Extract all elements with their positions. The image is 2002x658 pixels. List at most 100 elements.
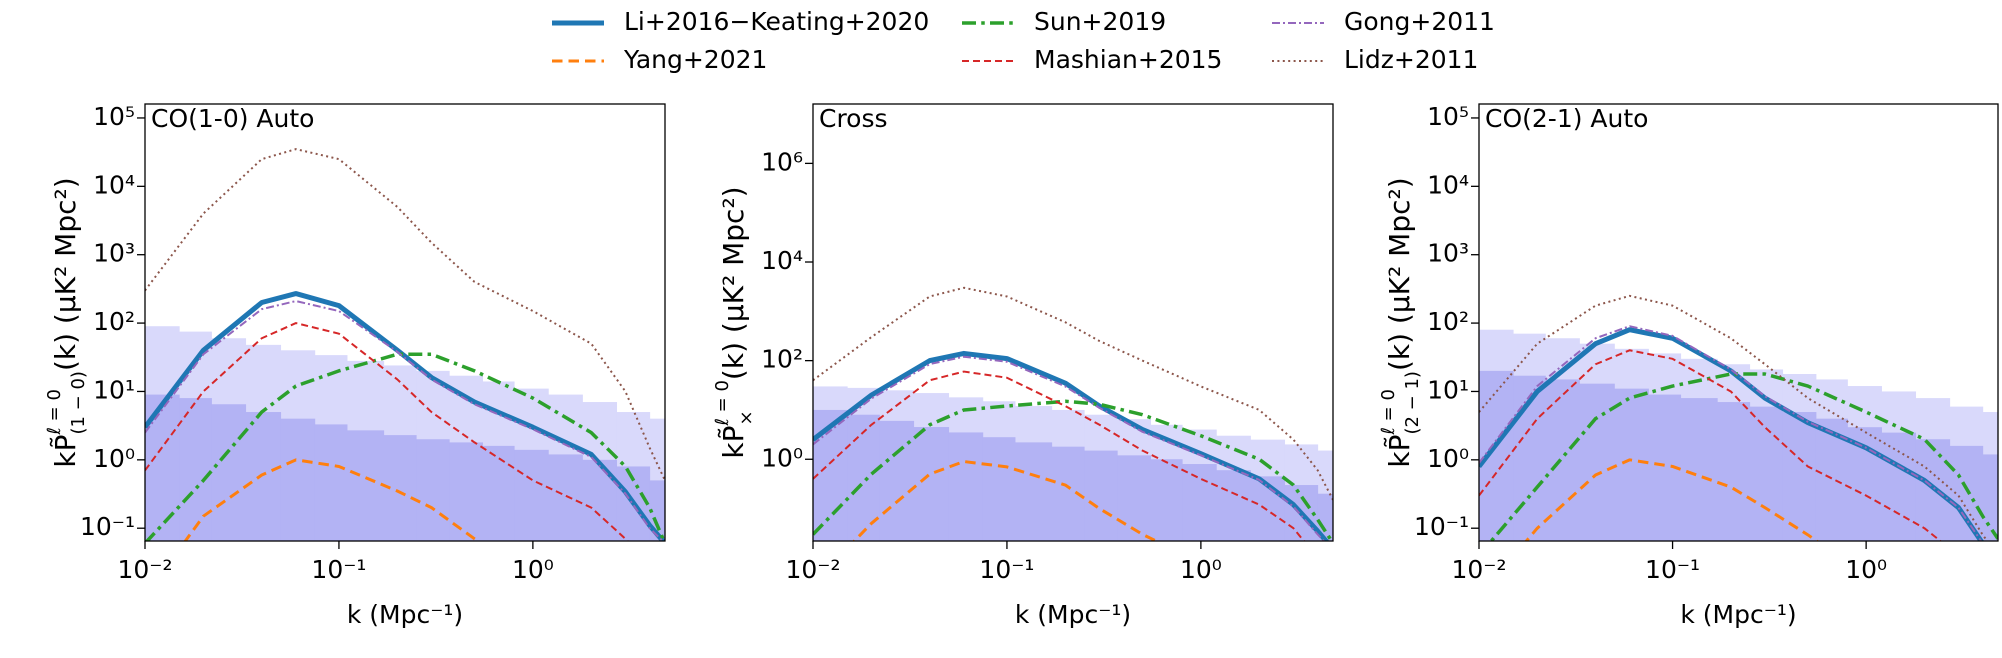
legend-label: Lidz+2011 — [1344, 45, 1478, 74]
y-axis-label-part: ℓ = 0 — [712, 380, 733, 426]
y-axis-label: kP̃ℓ = 0 (1 − 0)(k) (μK² Mpc²) — [44, 177, 89, 467]
y-tick-label: 10³ — [1427, 239, 1469, 268]
plot-area — [145, 148, 665, 541]
x-tick-label: 10⁻² — [1451, 555, 1506, 584]
y-axis-label-part: ℓ = 0 — [1378, 389, 1399, 435]
sensitivity-band — [582, 459, 618, 541]
sensitivity-band — [1014, 442, 1053, 541]
y-tick-label: 10⁰ — [761, 443, 803, 472]
y-axis-label-part: (k) (μK² Mpc²) — [717, 186, 750, 380]
x-tick-label: 10⁻¹ — [1645, 555, 1700, 584]
y-axis-label-part: ℓ = 0 — [44, 389, 65, 435]
x-tick-label: 10⁻² — [117, 555, 172, 584]
y-axis-label-part: (1 − 0) — [68, 371, 89, 434]
y-tick-label: 10¹ — [1427, 375, 1469, 404]
series-line — [1479, 327, 1985, 541]
sensitivity-band — [879, 420, 915, 541]
sensitivity-band — [1150, 459, 1183, 541]
y-tick-label: 10¹ — [93, 375, 135, 404]
series-line — [813, 286, 1333, 501]
x-tick-label: 10⁰ — [512, 555, 554, 584]
sensitivity-band — [514, 449, 549, 541]
sensitivity-band — [1216, 470, 1251, 541]
sensitivity-band — [1084, 450, 1118, 541]
legend-label: Yang+2021 — [623, 45, 767, 74]
sensitivity-band — [1317, 493, 1333, 541]
y-tick-label: 10⁵ — [93, 102, 135, 131]
series-line — [1524, 458, 1820, 541]
panel-title: CO(1-0) Auto — [151, 104, 314, 133]
x-axis-label: k (Mpc⁻¹) — [1680, 600, 1796, 629]
y-tick-label: 10² — [761, 345, 803, 374]
y-tick-label: 10² — [1427, 307, 1469, 336]
y-axis-label-part: (k) (μK² Mpc²) — [49, 177, 82, 371]
y-tick-label: 10⁰ — [1427, 444, 1469, 473]
sensitivity-band — [948, 432, 984, 541]
y-tick-label: 10⁻¹ — [1414, 512, 1469, 541]
axes-frame — [812, 103, 1334, 542]
x-axis-label: k (Mpc⁻¹) — [1015, 600, 1131, 629]
y-axis-label-part: × — [736, 410, 757, 425]
y-tick-label: 10⁻¹ — [80, 512, 135, 541]
series-line — [1479, 349, 1943, 541]
sensitivity-band — [1749, 406, 1784, 541]
sensitivity-band — [649, 480, 665, 541]
y-axis-label-part: (2 − 1) — [1402, 371, 1423, 434]
y-tick-label: 10⁶ — [761, 147, 803, 176]
x-tick-label: 10⁰ — [1845, 555, 1887, 584]
sensitivity-band — [416, 439, 450, 541]
x-tick-label: 10⁻² — [785, 555, 840, 584]
legend-label: Sun+2019 — [1034, 7, 1166, 36]
x-tick-label: 10⁻¹ — [311, 555, 366, 584]
sensitivity-band — [482, 445, 515, 541]
sensitivity-band — [548, 454, 583, 541]
sensitivity-band — [1579, 383, 1615, 541]
sensitivity-band — [1117, 455, 1152, 541]
series-line — [813, 355, 1326, 541]
y-tick-label: 10⁴ — [1427, 170, 1469, 199]
legend-label: Gong+2011 — [1344, 7, 1495, 36]
sensitivity-band — [280, 418, 316, 541]
sensitivity-band — [314, 424, 348, 541]
y-tick-label: 10⁴ — [761, 246, 803, 275]
sensitivity-band — [179, 398, 212, 541]
y-axis-label-part: kP̃ — [49, 435, 82, 468]
series-line — [1488, 372, 1998, 541]
legend-label: Li+2016−Keating+2020 — [624, 7, 929, 36]
y-axis-label: kP̃ℓ = 0 (2 − 1)(k) (μK² Mpc²) — [1378, 177, 1423, 467]
y-axis-label-part: (k) (μK² Mpc²) — [1383, 177, 1416, 371]
panel-title: Cross — [819, 104, 888, 133]
y-tick-label: 10² — [93, 307, 135, 336]
x-tick-label: 10⁻¹ — [979, 555, 1034, 584]
series-line — [813, 350, 1330, 541]
y-axis-label-part: kP̃ — [717, 425, 750, 458]
x-axis-label: k (Mpc⁻¹) — [347, 600, 463, 629]
y-tick-label: 10⁴ — [93, 170, 135, 199]
legend-label: Mashian+2015 — [1034, 45, 1222, 74]
series-line — [145, 322, 629, 541]
series-line — [145, 291, 665, 541]
x-tick-label: 10⁰ — [1180, 555, 1222, 584]
legend: Li+2016−Keating+2020 Yang+2021 Sun+2019 Mas… — [552, 7, 1495, 74]
series-line — [813, 370, 1306, 541]
series-line — [145, 352, 665, 541]
sensitivity-band — [245, 412, 282, 541]
series-line — [183, 458, 481, 541]
plot-area — [1479, 294, 1998, 541]
sensitivity-band — [1680, 398, 1718, 541]
series-line — [1479, 325, 1983, 541]
sensitivity-band — [982, 437, 1016, 541]
y-tick-label: 10³ — [93, 239, 135, 268]
sensitivity-band — [346, 430, 385, 541]
sensitivity-band — [1881, 432, 1917, 541]
sensitivity-band — [1717, 402, 1751, 541]
y-tick-label: 10⁰ — [93, 444, 135, 473]
y-axis-label-part: kP̃ — [1383, 435, 1416, 468]
sensitivity-band — [1982, 454, 1998, 541]
y-tick-label: 10⁵ — [1427, 102, 1469, 131]
sensitivity-band — [1782, 412, 1817, 541]
series-line — [145, 300, 665, 541]
series-line — [813, 399, 1333, 541]
plot-area — [813, 286, 1333, 541]
